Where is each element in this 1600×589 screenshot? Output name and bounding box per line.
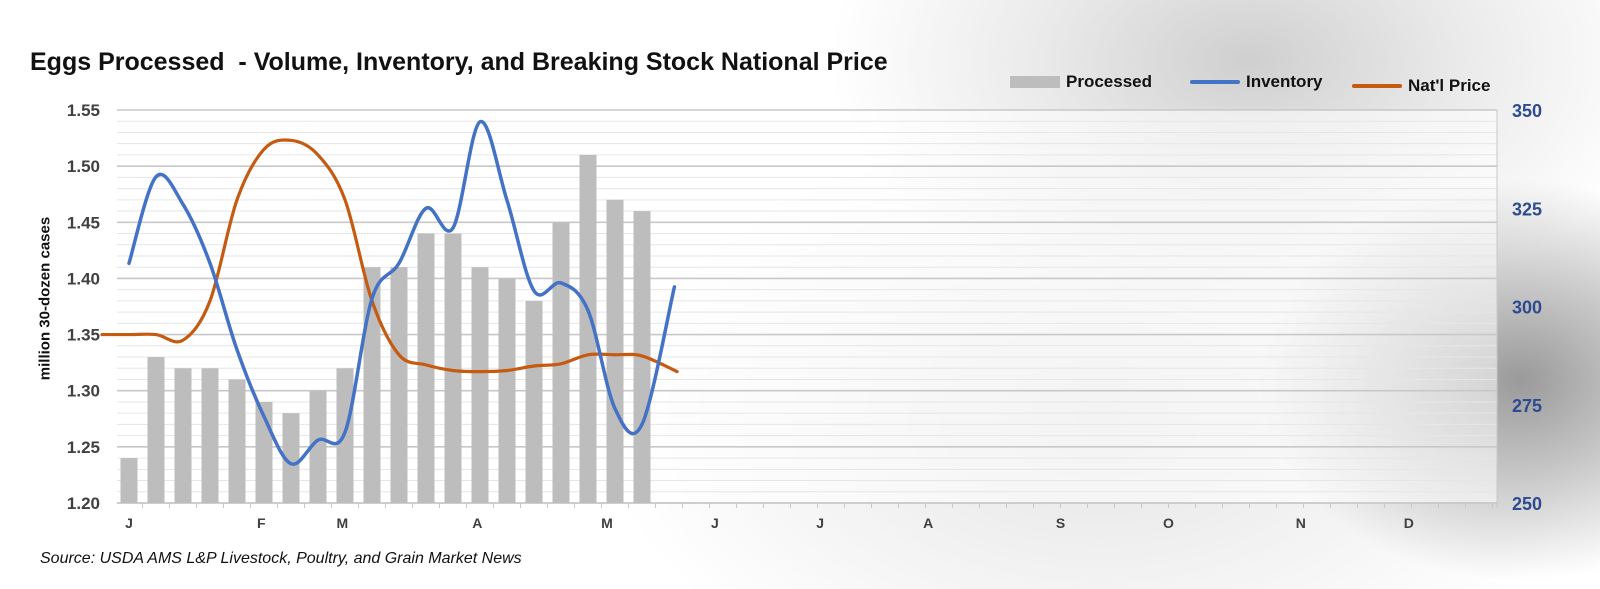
legend-inventory: Inventory [1190,72,1323,92]
bar-processed [309,390,327,503]
month-tick-label: N [1296,515,1306,531]
y-axis-label: million 30-dozen cases [36,216,54,381]
source-note: Source: USDA AMS L&P Livestock, Poultry,… [40,550,522,567]
bar-processed [498,278,516,503]
right-tick-label: 300 [1512,298,1542,318]
legend-swatch-processed [1010,76,1060,88]
month-tick-label: O [1163,515,1174,531]
chart-title: Eggs Processed - Volume, Inventory, and … [30,48,888,76]
bar-processed [282,413,300,503]
legend-processed: Processed [1010,72,1152,92]
bar-processed [174,368,192,503]
bar-processed [228,379,246,503]
line-nat-l-price [100,138,679,374]
month-tick-label: J [711,515,719,531]
left-tick-label: 1.45 [67,213,100,232]
bar-processed [417,233,435,503]
right-tick-label: 250 [1512,494,1542,514]
legend-label: Nat'l Price [1408,76,1491,95]
month-tick-label: J [816,515,824,531]
legend-price: Nat'l Price [1352,76,1490,96]
bar-processed [363,267,381,503]
left-tick-label: 1.35 [67,326,100,345]
bar-processed [390,267,408,503]
month-tick-label: D [1404,515,1414,531]
bar-processed [606,199,624,504]
month-tick-label: A [923,515,933,531]
bar-processed [120,458,138,503]
month-tick-label: M [336,515,348,531]
month-tick-label: F [257,515,266,531]
bar-processed [471,267,489,503]
right-tick-label: 325 [1512,199,1542,219]
right-tick-label: 275 [1512,396,1542,416]
bar-processed [525,300,543,503]
left-tick-label: 1.20 [67,494,100,513]
month-tick-label: J [125,515,133,531]
legend-label: Inventory [1246,72,1323,91]
legend-swatch-price [1352,84,1402,88]
legend-label: Processed [1066,72,1152,91]
left-tick-label: 1.30 [67,382,100,401]
bar-processed [201,368,219,503]
bar-processed [147,357,165,503]
left-tick-label: 1.55 [67,101,100,120]
month-tick-label: A [472,515,482,531]
month-tick-label: M [601,515,613,531]
left-tick-label: 1.40 [67,269,100,288]
left-tick-label: 1.25 [67,438,100,457]
bar-processed [579,154,597,503]
right-tick-label: 350 [1512,101,1542,121]
legend-swatch-inventory [1190,80,1240,84]
bar-processed [444,233,462,503]
month-tick-label: S [1056,515,1065,531]
left-tick-label: 1.50 [67,157,100,176]
